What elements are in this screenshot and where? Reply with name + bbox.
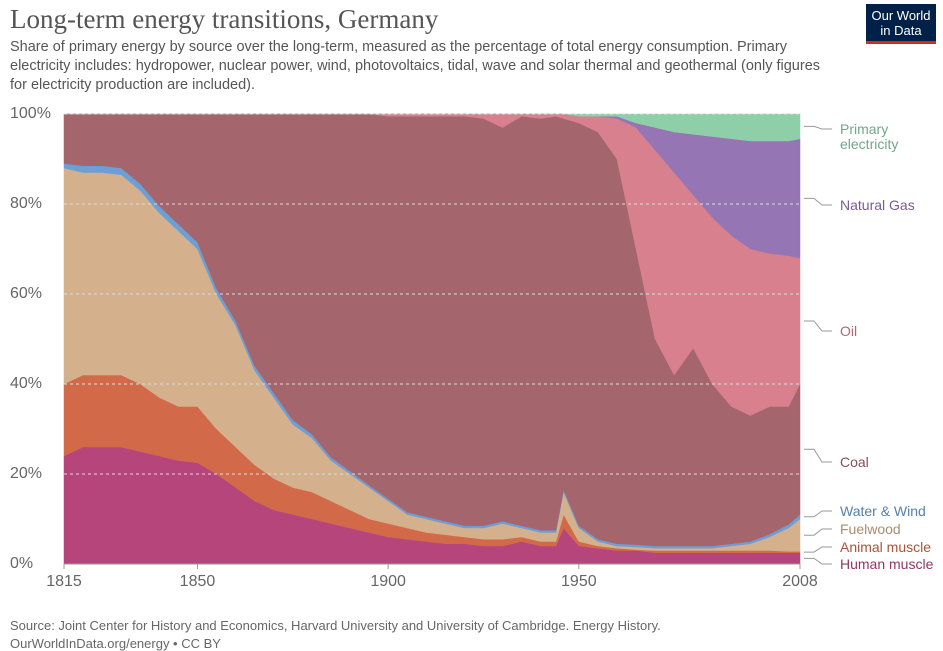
series-label: Primary electricity: [840, 121, 899, 152]
logo-line: in Data: [880, 23, 922, 38]
y-tick-label: 0%: [10, 555, 33, 572]
series-label: Natural Gas: [840, 197, 915, 213]
label-connector: [804, 528, 832, 536]
logo[interactable]: Our World in Data: [866, 4, 936, 44]
series-label: Water & Wind: [840, 503, 926, 519]
chart-title: Long-term energy transitions, Germany: [10, 4, 439, 34]
series-label: Oil: [840, 323, 858, 339]
series-label: Coal: [840, 454, 869, 470]
label-connector: [804, 546, 832, 553]
chart-subtitle: Share of primary energy by source over t…: [10, 39, 821, 93]
y-tick-label: 60%: [10, 285, 42, 302]
x-tick-label: 1950: [561, 573, 597, 590]
label-connector: [804, 125, 832, 130]
x-tick-label: 1900: [370, 573, 406, 590]
label-connector: [804, 448, 832, 463]
y-tick-label: 100%: [10, 105, 51, 122]
source: Source: Joint Center for History and Eco…: [10, 618, 661, 633]
label-connector: [804, 197, 832, 206]
logo-line: Our World: [871, 8, 931, 23]
y-tick-label: 80%: [10, 195, 42, 212]
y-tick-label: 20%: [10, 465, 42, 482]
y-tick-label: 40%: [10, 375, 42, 392]
series-label: Fuelwood: [840, 521, 901, 537]
label-connector: [804, 320, 832, 332]
series-label: Animal muscle: [840, 539, 932, 555]
x-tick-label: 1815: [46, 573, 82, 590]
label-connector: [804, 510, 832, 518]
x-tick-label: 2008: [782, 573, 818, 590]
footer: OurWorldInData.org/energy • CC BY: [10, 636, 221, 651]
x-tick-label: 1850: [180, 573, 216, 590]
series-label: Human muscle: [840, 556, 934, 572]
label-connector: [804, 557, 832, 565]
area: [64, 113, 801, 142]
